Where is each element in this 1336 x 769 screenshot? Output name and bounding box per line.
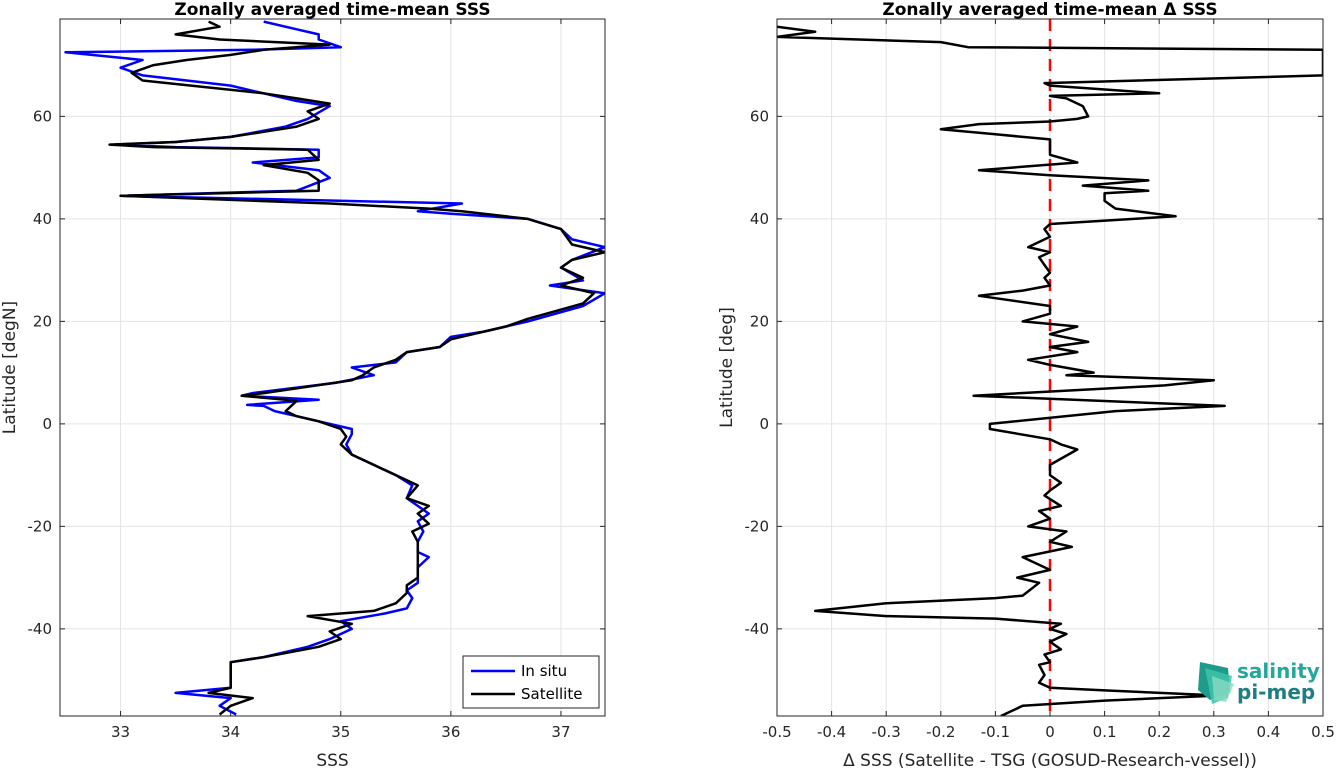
right-x-tick-label: 0.3 <box>1202 723 1226 741</box>
left-x-tick-label: 35 <box>331 723 350 741</box>
logo-shape-c <box>1212 676 1234 702</box>
left-series-lines <box>64 20 605 716</box>
left-x-tick-label: 34 <box>221 723 240 741</box>
left-y-tick-label: -40 <box>28 620 53 638</box>
right-x-tick-label: -0.2 <box>926 723 955 741</box>
left-chart-panel: 33 34 35 36 37 -40 -20 0 20 40 60 Zonally average… <box>0 0 606 769</box>
left-y-axis-label: Latitude [degN] <box>0 301 20 434</box>
left-y-tick-label: 40 <box>33 210 52 228</box>
left-x-axis-label: SSS <box>316 751 348 769</box>
salinity-pimep-logo: salinity pi-mep <box>1198 659 1320 704</box>
left-chart-title: Zonally averaged time-mean SSS <box>174 0 490 20</box>
right-x-tick-label: 0 <box>1045 723 1055 741</box>
left-y-tick-label: 0 <box>42 415 52 433</box>
right-y-tick-labels: -40 -20 0 20 40 60 <box>745 107 770 638</box>
right-y-tick-label: -40 <box>745 620 770 638</box>
logo-graphic-icon <box>1198 662 1234 704</box>
right-y-tick-label: 60 <box>750 107 769 125</box>
logo-text-pimep: pi-mep <box>1237 680 1315 704</box>
right-y-tick-label: 20 <box>750 312 769 330</box>
right-x-tick-label: -0.5 <box>762 723 791 741</box>
legend-label-in-situ: In situ <box>521 662 567 680</box>
right-x-tick-label: 0.2 <box>1147 723 1171 741</box>
right-x-axis-label: Δ SSS (Satellite - TSG (GOSUD-Research-v… <box>843 751 1257 769</box>
right-chart-title: Zonally averaged time-mean Δ SSS <box>882 0 1217 20</box>
logo-text-salinity: salinity <box>1237 659 1320 683</box>
legend-box <box>462 655 600 709</box>
right-x-tick-label: 0.4 <box>1256 723 1280 741</box>
right-x-tick-label: 0.1 <box>1093 723 1117 741</box>
left-x-tick-labels: 33 34 35 36 37 <box>111 723 570 741</box>
right-x-tick-label: -0.1 <box>981 723 1010 741</box>
right-x-tick-label: -0.4 <box>817 723 846 741</box>
left-x-tick-label: 37 <box>551 723 570 741</box>
right-y-tick-label: 40 <box>750 210 769 228</box>
left-y-tick-label: -20 <box>28 517 53 535</box>
left-grid <box>60 19 605 716</box>
left-series-line-in-situ <box>64 20 605 716</box>
left-plot-frame <box>59 18 606 717</box>
legend: In situ Satellite <box>462 655 600 709</box>
right-y-tick-label: -20 <box>745 517 770 535</box>
right-series-lines <box>777 25 1323 716</box>
right-x-tick-label: -0.3 <box>872 723 901 741</box>
right-y-axis-label: Latitude [deg] <box>717 307 737 428</box>
left-y-tick-label: 60 <box>33 107 52 125</box>
right-x-tick-label: 0.5 <box>1311 723 1335 741</box>
legend-label-satellite: Satellite <box>521 685 582 703</box>
right-chart-panel: -0.5 -0.4 -0.3 -0.2 -0.1 0 0.1 0.2 0.3 0.4 0.5 -40… <box>717 0 1335 769</box>
left-x-tick-label: 33 <box>111 723 130 741</box>
left-series-line-satellite <box>108 20 605 716</box>
left-x-tick-label: 36 <box>441 723 460 741</box>
left-y-tick-labels: -40 -20 0 20 40 60 <box>28 107 53 638</box>
left-y-tick-label: 20 <box>33 312 52 330</box>
right-y-tick-label: 0 <box>759 415 769 433</box>
right-series-line-delta-sss <box>777 25 1323 716</box>
right-x-tick-labels: -0.5 -0.4 -0.3 -0.2 -0.1 0 0.1 0.2 0.3 0.4 0.5 <box>762 723 1335 741</box>
right-plot-frame <box>776 18 1324 717</box>
